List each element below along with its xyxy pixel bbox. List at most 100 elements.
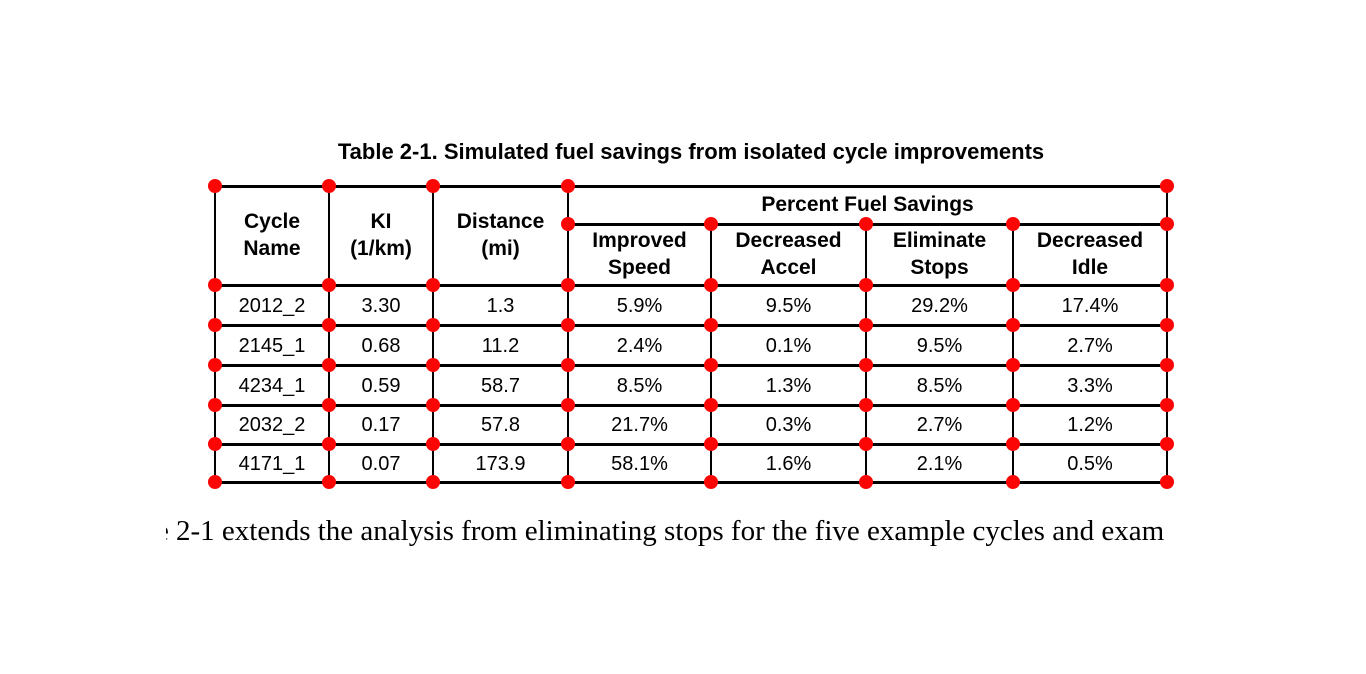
col-header-distance: Distance (mi) [432, 185, 569, 287]
body-text-line: e2-1 extends the analysis from eliminati… [166, 512, 1164, 550]
grid-marker-dot [208, 437, 222, 451]
grid-marker-dot [1160, 437, 1174, 451]
col-header-improved-speed: Improved Speed [567, 223, 712, 287]
cell-decreased-idle: 1.2% [1011, 404, 1169, 446]
grid-marker-dot [704, 318, 718, 332]
grid-marker-dot [1160, 398, 1174, 412]
grid-marker-dot [1160, 217, 1174, 231]
cell-improved-speed: 2.4% [567, 324, 712, 367]
table-row: 4171_1 0.07 173.9 58.1% 1.6% 2.1% 0.5% [214, 443, 1169, 484]
grid-marker-dot [1006, 278, 1020, 292]
header-row-sub: Improved Speed Decreased Accel Eliminate… [215, 223, 1169, 287]
grid-marker-dot [1006, 217, 1020, 231]
grid-marker-dot [208, 398, 222, 412]
grid-marker-dot [208, 179, 222, 193]
cell-cycle-name: 2145_1 [214, 324, 330, 367]
grid-marker-dot [322, 437, 336, 451]
cell-decreased-accel: 1.6% [710, 443, 867, 484]
grid-marker-dot [1006, 437, 1020, 451]
table-caption: Table 2-1. Simulated fuel savings from i… [337, 139, 1045, 164]
grid-marker-dot [704, 217, 718, 231]
grid-marker-dot [322, 475, 336, 489]
cell-ki: 0.59 [328, 364, 434, 407]
grid-marker-dot [1160, 475, 1174, 489]
grid-marker-dot [561, 318, 575, 332]
grid-marker-dot [704, 475, 718, 489]
cell-eliminate-stops: 8.5% [865, 364, 1014, 407]
grid-marker-dot [561, 278, 575, 292]
cell-distance: 57.8 [432, 404, 569, 446]
fuel-savings-table: Cycle Name KI (1/km) Distance (mi) Perce… [214, 185, 1169, 484]
grid-marker-dot [322, 179, 336, 193]
cell-distance: 58.7 [432, 364, 569, 407]
grid-marker-dot [322, 398, 336, 412]
grid-marker-dot [426, 318, 440, 332]
grid-marker-dot [561, 217, 575, 231]
grid-marker-dot [704, 398, 718, 412]
grid-marker-dot [426, 278, 440, 292]
cell-ki: 0.17 [328, 404, 434, 446]
grid-marker-dot [859, 318, 873, 332]
cell-ki: 0.68 [328, 324, 434, 367]
grid-marker-dot [1160, 179, 1174, 193]
cell-decreased-idle: 3.3% [1011, 364, 1169, 407]
grid-marker-dot [561, 358, 575, 372]
grid-marker-dot [561, 475, 575, 489]
col-header-decreased-idle: Decreased Idle [1011, 223, 1169, 287]
cell-decreased-idle: 17.4% [1011, 284, 1169, 327]
cell-distance: 11.2 [432, 324, 569, 367]
grid-marker-dot [859, 217, 873, 231]
header-row-top: Cycle Name KI (1/km) Distance (mi) Perce… [214, 185, 1169, 287]
grid-marker-dot [1160, 358, 1174, 372]
grid-marker-dot [208, 475, 222, 489]
grid-marker-dot [859, 475, 873, 489]
table-row: 2032_2 0.17 57.8 21.7% 0.3% 2.7% 1.2% [214, 404, 1169, 446]
cell-decreased-accel: 9.5% [710, 284, 867, 327]
grid-marker-dot [208, 358, 222, 372]
grid-marker-dot [426, 358, 440, 372]
table-row: 2145_1 0.68 11.2 2.4% 0.1% 9.5% 2.7% [214, 324, 1169, 367]
grid-marker-dot [426, 398, 440, 412]
cell-decreased-accel: 0.3% [710, 404, 867, 446]
cell-improved-speed: 5.9% [567, 284, 712, 327]
grid-marker-dot [561, 398, 575, 412]
table-row: 2012_2 3.30 1.3 5.9% 9.5% 29.2% 17.4% [214, 284, 1169, 327]
grid-marker-dot [859, 278, 873, 292]
col-header-eliminate-stops: Eliminate Stops [865, 223, 1014, 287]
cell-improved-speed: 58.1% [567, 443, 712, 484]
cell-eliminate-stops: 2.7% [865, 404, 1014, 446]
grid-marker-dot [561, 437, 575, 451]
cell-cycle-name: 4234_1 [214, 364, 330, 407]
grid-marker-dot [704, 358, 718, 372]
cell-decreased-idle: 0.5% [1011, 443, 1169, 484]
grid-marker-dot [704, 278, 718, 292]
cell-eliminate-stops: 9.5% [865, 324, 1014, 367]
cell-distance: 1.3 [432, 284, 569, 327]
grid-marker-dot [208, 278, 222, 292]
cell-decreased-idle: 2.7% [1011, 324, 1169, 367]
clipped-letter-fragment: e [166, 512, 171, 550]
cell-cycle-name: 2012_2 [214, 284, 330, 327]
cell-decreased-accel: 0.1% [710, 324, 867, 367]
body-text-content: 2-1 extends the analysis from eliminatin… [176, 515, 1165, 547]
col-header-ki: KI (1/km) [328, 185, 434, 287]
grid-marker-dot [859, 437, 873, 451]
grid-marker-dot [859, 398, 873, 412]
grid-marker-dot [1006, 358, 1020, 372]
grid-marker-dot [426, 179, 440, 193]
cell-ki: 3.30 [328, 284, 434, 327]
cell-cycle-name: 4171_1 [214, 443, 330, 484]
cell-distance: 173.9 [432, 443, 569, 484]
grid-marker-dot [561, 179, 575, 193]
grid-marker-dot [1160, 318, 1174, 332]
grid-marker-dot [1006, 475, 1020, 489]
grid-marker-dot [322, 278, 336, 292]
grid-marker-dot [1160, 278, 1174, 292]
cell-cycle-name: 2032_2 [214, 404, 330, 446]
col-header-cycle-name: Cycle Name [214, 185, 330, 287]
cell-decreased-accel: 1.3% [710, 364, 867, 407]
cell-eliminate-stops: 29.2% [865, 284, 1014, 327]
grid-marker-dot [1006, 398, 1020, 412]
table-row: 4234_1 0.59 58.7 8.5% 1.3% 8.5% 3.3% [214, 364, 1169, 407]
